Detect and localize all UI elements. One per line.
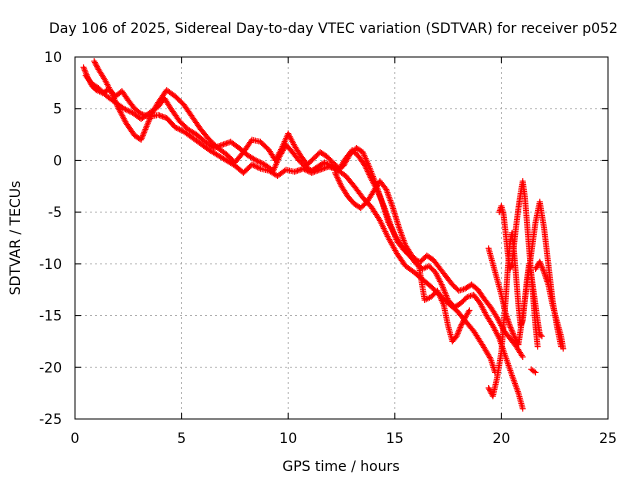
- grid-lines: [75, 57, 608, 419]
- data-point: [486, 386, 493, 393]
- series-track-h: [532, 258, 567, 352]
- plot-frame: [74, 56, 609, 420]
- data-point: [457, 322, 464, 329]
- x-tick-label: 10: [279, 431, 297, 447]
- data-point: [92, 60, 99, 67]
- data-point: [173, 125, 180, 132]
- data-point: [248, 161, 255, 168]
- data-point: [486, 354, 493, 361]
- data-point: [560, 345, 567, 352]
- y-tick-label: -25: [39, 412, 62, 428]
- data-point: [519, 405, 526, 412]
- series-track-d: [332, 169, 473, 345]
- x-tick-label: 25: [599, 431, 617, 447]
- data-point: [459, 320, 466, 327]
- data-point: [91, 59, 98, 66]
- chart-title: Day 106 of 2025, Sidereal Day-to-day VTE…: [49, 21, 618, 37]
- data-point: [519, 353, 526, 360]
- x-tick-label: 15: [386, 431, 404, 447]
- x-tick-label: 20: [492, 431, 510, 447]
- data-point: [122, 106, 129, 113]
- data-point: [258, 160, 265, 167]
- x-axis-label: GPS time / hours: [282, 459, 399, 475]
- data-point: [172, 124, 179, 131]
- y-tick-label: 0: [53, 153, 62, 169]
- data-point: [531, 368, 538, 375]
- y-tick-label: -10: [39, 257, 62, 273]
- data-point: [257, 159, 264, 166]
- data-point: [538, 333, 545, 340]
- data-point: [125, 107, 132, 114]
- data-point: [466, 307, 473, 314]
- series-track-b: [91, 58, 526, 412]
- series-track-i: [528, 366, 539, 376]
- data-point: [256, 165, 263, 172]
- series-track-a: [80, 64, 499, 376]
- data-point: [126, 108, 133, 115]
- data-point: [460, 317, 467, 324]
- data-point: [121, 105, 128, 112]
- data-point: [485, 384, 492, 391]
- data-point: [253, 163, 260, 170]
- x-tick-label: 0: [71, 431, 80, 447]
- data-point: [250, 162, 257, 169]
- y-tick-label: -20: [39, 360, 62, 376]
- axis-ticks: [74, 56, 609, 420]
- data-point: [256, 158, 263, 165]
- data-point: [93, 62, 100, 69]
- data-point: [534, 343, 541, 350]
- y-tick-label: 5: [53, 102, 62, 118]
- data-point: [251, 162, 258, 169]
- x-tick-labels: 0 5 10 15 20 25: [71, 431, 617, 447]
- data-point: [123, 107, 130, 114]
- y-tick-label: 10: [44, 50, 62, 66]
- data-point: [465, 308, 472, 315]
- y-axis-label: SDTVAR / TECUs: [8, 181, 24, 296]
- data-point: [460, 318, 467, 325]
- data-point: [91, 58, 98, 65]
- data-marks: [80, 58, 567, 412]
- data-point: [176, 126, 183, 133]
- data-point: [458, 321, 465, 328]
- data-point: [177, 127, 184, 134]
- data-point: [532, 369, 539, 376]
- y-tick-label: -15: [39, 309, 62, 325]
- data-point: [254, 164, 261, 171]
- data-point: [511, 333, 518, 340]
- series-track-c: [82, 72, 526, 360]
- data-point: [94, 63, 101, 70]
- y-tick-label: -5: [48, 205, 62, 221]
- y-tick-labels: -25 -20 -15 -10 -5 0 5 10: [39, 50, 62, 428]
- x-tick-label: 5: [177, 431, 186, 447]
- data-point: [248, 138, 255, 145]
- data-point: [537, 332, 544, 339]
- data-point: [254, 158, 261, 165]
- data-point: [175, 125, 182, 132]
- data-point: [253, 157, 260, 164]
